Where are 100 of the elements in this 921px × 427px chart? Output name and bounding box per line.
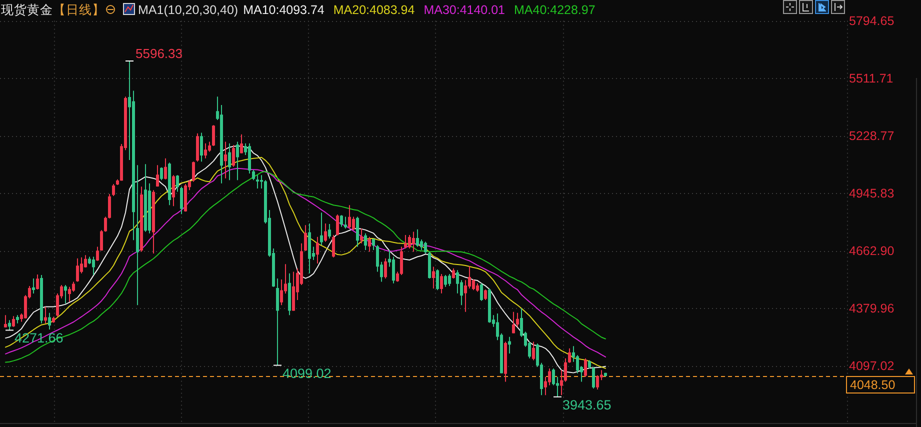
candlestick — [568, 348, 571, 364]
candlestick — [104, 216, 107, 232]
candlestick — [76, 258, 79, 282]
candlestick — [444, 274, 447, 288]
candlestick — [292, 271, 295, 312]
annotation: 3943.65 — [562, 397, 612, 412]
candlestick — [440, 274, 443, 294]
candlestick — [16, 314, 19, 324]
candlestick — [412, 231, 415, 252]
candlestick — [164, 158, 167, 180]
y-tick-label: 4097.02 — [849, 359, 894, 374]
candlestick — [44, 306, 47, 324]
candlestick — [588, 360, 591, 370]
candlestick — [36, 274, 39, 290]
ref-line-label: 4048.50 — [850, 378, 896, 392]
candlestick — [224, 141, 227, 179]
annotation: 4099.02 — [273, 364, 332, 381]
candlestick — [40, 274, 43, 324]
candlestick — [484, 288, 487, 301]
candlestick — [324, 222, 327, 242]
candlestick — [428, 251, 431, 280]
candlestick — [4, 314, 7, 328]
candlestick — [180, 186, 183, 215]
candlestick — [240, 134, 243, 154]
candlestick — [204, 142, 207, 159]
candlestick — [276, 278, 279, 366]
candlestick — [516, 312, 519, 328]
candlestick — [448, 274, 451, 287]
candlestick — [256, 174, 259, 189]
candlestick — [12, 316, 15, 328]
candlestick — [232, 144, 235, 168]
candlestick — [172, 174, 175, 207]
candlestick — [584, 358, 587, 378]
candlestick — [116, 178, 119, 186]
candlestick — [508, 336, 511, 354]
candlestick — [176, 174, 179, 192]
candlestick — [488, 288, 491, 324]
candlestick — [320, 212, 323, 246]
candlestick — [384, 258, 387, 280]
candlestick — [308, 222, 311, 274]
candlestick — [252, 169, 255, 181]
candlestick — [192, 161, 195, 182]
candlestick — [52, 316, 55, 324]
candlestick — [408, 234, 411, 249]
candlestick — [168, 162, 171, 206]
annotation: 5596.33 — [125, 46, 182, 62]
candlestick — [592, 366, 595, 389]
y-tick-label: 5794.65 — [849, 14, 894, 28]
candlestick — [504, 341, 507, 382]
candlestick — [228, 142, 231, 181]
candlestick — [68, 286, 71, 302]
candlestick — [356, 216, 359, 248]
candlestick — [156, 164, 159, 188]
candlestick — [512, 311, 515, 334]
candlestick — [364, 232, 367, 251]
candlestick — [424, 241, 427, 254]
candlestick — [332, 234, 335, 258]
candlestick — [152, 190, 155, 254]
candlestick — [108, 193, 111, 219]
candlestick — [372, 238, 375, 251]
candlestick — [136, 164, 139, 306]
annotation: 5596.33 — [136, 46, 182, 61]
candlestick — [344, 216, 347, 230]
candlestick — [328, 224, 331, 239]
y-tick-label: 4379.96 — [849, 302, 894, 316]
candlestick — [404, 234, 407, 249]
candlestick — [236, 141, 239, 181]
chart-title: 现货黄金 — [1, 3, 53, 17]
candlestick — [348, 204, 351, 230]
candlestick — [100, 230, 103, 252]
candlestick — [416, 228, 419, 248]
candlestick — [340, 214, 343, 228]
candlestick — [144, 164, 147, 232]
candlestick — [64, 284, 67, 304]
candlestick — [32, 278, 35, 294]
annotation: 4099.02 — [282, 366, 332, 381]
y-tick-label: 5228.77 — [849, 129, 894, 144]
candlestick — [480, 282, 483, 302]
candlestick — [212, 124, 215, 147]
candlestick — [368, 236, 371, 252]
candlestick — [452, 268, 455, 280]
candlestick — [48, 312, 51, 330]
candlestick — [288, 272, 291, 316]
candlestick — [476, 282, 479, 292]
candlestick — [604, 372, 607, 377]
candlestick — [96, 246, 99, 262]
candlestick — [196, 132, 199, 162]
candlestick — [360, 228, 363, 244]
candlestick — [112, 184, 115, 197]
chart-subtitle: 【日线】 — [53, 3, 105, 17]
candlestick — [248, 142, 251, 174]
candlestick — [160, 166, 163, 181]
y-tick-label: 5511.71 — [849, 72, 894, 86]
candlestick — [432, 266, 435, 289]
legend: MA1(10,20,30,40) MA10:4093.74 MA20:4083.94 MA30:4140.01 MA40:4228.97 — [138, 3, 596, 17]
candlestick — [436, 268, 439, 291]
candlestick — [184, 184, 187, 212]
candlestick — [532, 341, 535, 361]
y-tick-label: 4662.90 — [849, 244, 894, 258]
candlestick — [200, 132, 203, 162]
